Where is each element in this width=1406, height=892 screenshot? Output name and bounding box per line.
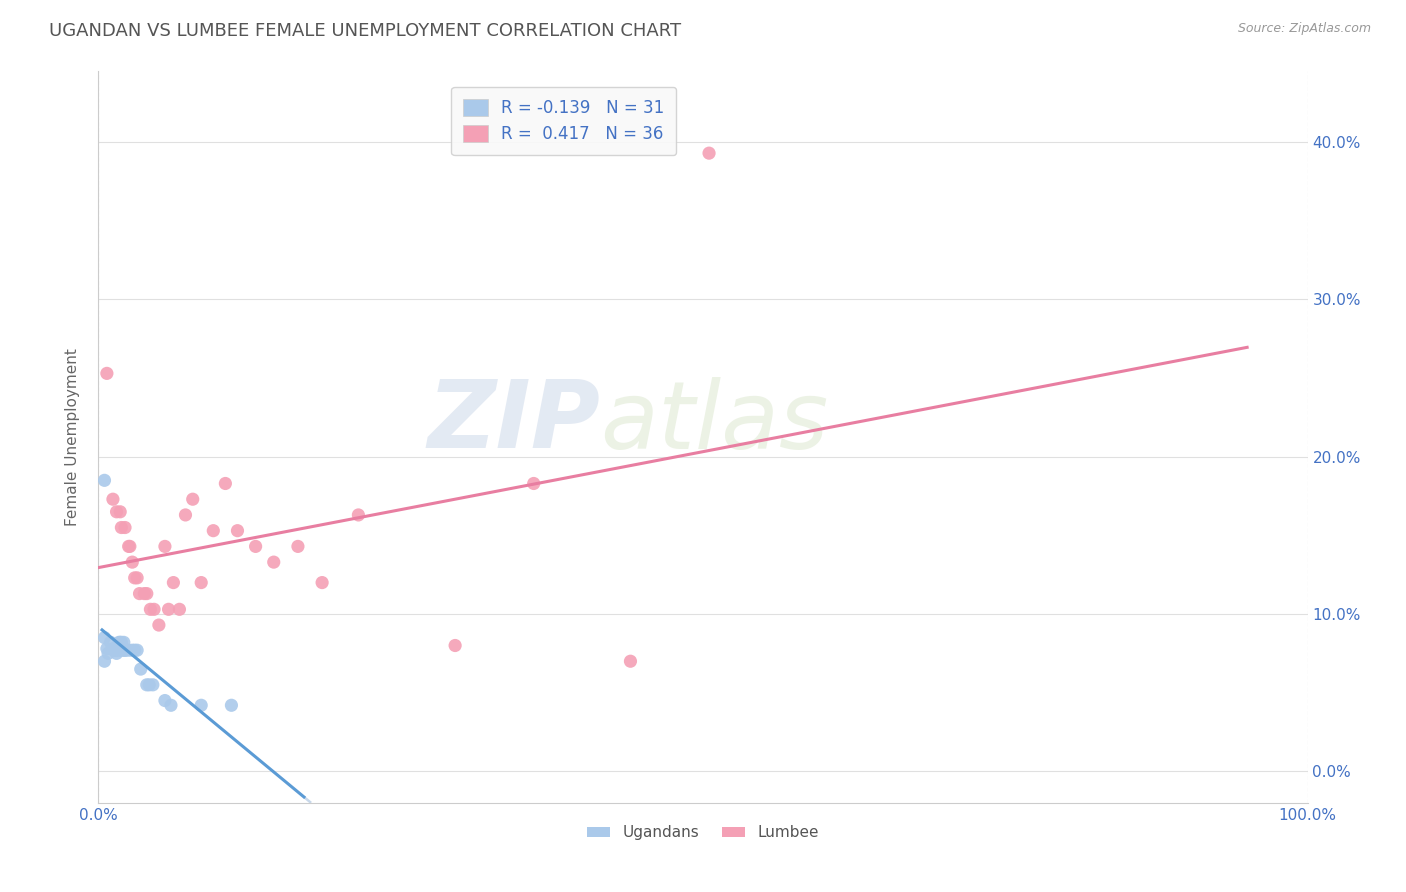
Point	[93, 631, 115, 645]
Point	[162, 575, 184, 590]
Point	[101, 641, 124, 656]
Text: ZIP: ZIP	[427, 376, 600, 468]
Point	[523, 476, 546, 491]
Point	[101, 492, 124, 507]
Point	[143, 602, 166, 616]
Point	[153, 540, 176, 554]
Text: atlas: atlas	[600, 377, 828, 468]
Point	[311, 575, 333, 590]
Point	[114, 643, 136, 657]
Point	[108, 635, 131, 649]
Point	[214, 476, 236, 491]
Point	[96, 641, 118, 656]
Point	[619, 654, 641, 668]
Point	[444, 639, 467, 653]
Point	[153, 693, 176, 707]
Point	[226, 524, 249, 538]
Y-axis label: Female Unemployment: Female Unemployment	[65, 348, 80, 526]
Point	[93, 654, 115, 668]
Point	[157, 602, 180, 616]
Point	[114, 520, 136, 534]
Point	[221, 698, 243, 713]
Point	[118, 540, 141, 554]
Point	[110, 635, 132, 649]
Point	[190, 575, 212, 590]
Point	[103, 643, 125, 657]
Point	[121, 643, 143, 657]
Point	[127, 571, 149, 585]
Point	[118, 643, 141, 657]
Point	[124, 571, 146, 585]
Point	[127, 643, 149, 657]
Point	[105, 505, 128, 519]
Point	[139, 602, 162, 616]
Point	[124, 643, 146, 657]
Point	[108, 505, 131, 519]
Point	[347, 508, 370, 522]
Point	[245, 540, 267, 554]
Point	[142, 678, 165, 692]
Point	[190, 698, 212, 713]
Text: Source: ZipAtlas.com: Source: ZipAtlas.com	[1237, 22, 1371, 36]
Point	[174, 508, 197, 522]
Point	[93, 473, 115, 487]
Point	[138, 678, 160, 692]
Point	[105, 643, 128, 657]
Point	[114, 643, 136, 657]
Point	[118, 540, 141, 554]
Point	[148, 618, 170, 632]
Point	[100, 635, 122, 649]
Point	[112, 635, 135, 649]
Point	[263, 555, 285, 569]
Point	[287, 540, 309, 554]
Point	[96, 367, 118, 381]
Point	[97, 646, 120, 660]
Point	[169, 602, 191, 616]
Point	[128, 586, 150, 600]
Point	[135, 678, 157, 692]
Point	[104, 643, 127, 657]
Point	[111, 643, 134, 657]
Point	[202, 524, 225, 538]
Point	[135, 586, 157, 600]
Point	[121, 555, 143, 569]
Point	[697, 146, 720, 161]
Point	[105, 646, 128, 660]
Point	[181, 492, 204, 507]
Point	[110, 520, 132, 534]
Point	[134, 586, 156, 600]
Legend: Ugandans, Lumbee: Ugandans, Lumbee	[581, 819, 825, 847]
Text: UGANDAN VS LUMBEE FEMALE UNEMPLOYMENT CORRELATION CHART: UGANDAN VS LUMBEE FEMALE UNEMPLOYMENT CO…	[49, 22, 682, 40]
Point	[160, 698, 183, 713]
Point	[129, 662, 152, 676]
Point	[108, 635, 131, 649]
Point	[108, 643, 131, 657]
